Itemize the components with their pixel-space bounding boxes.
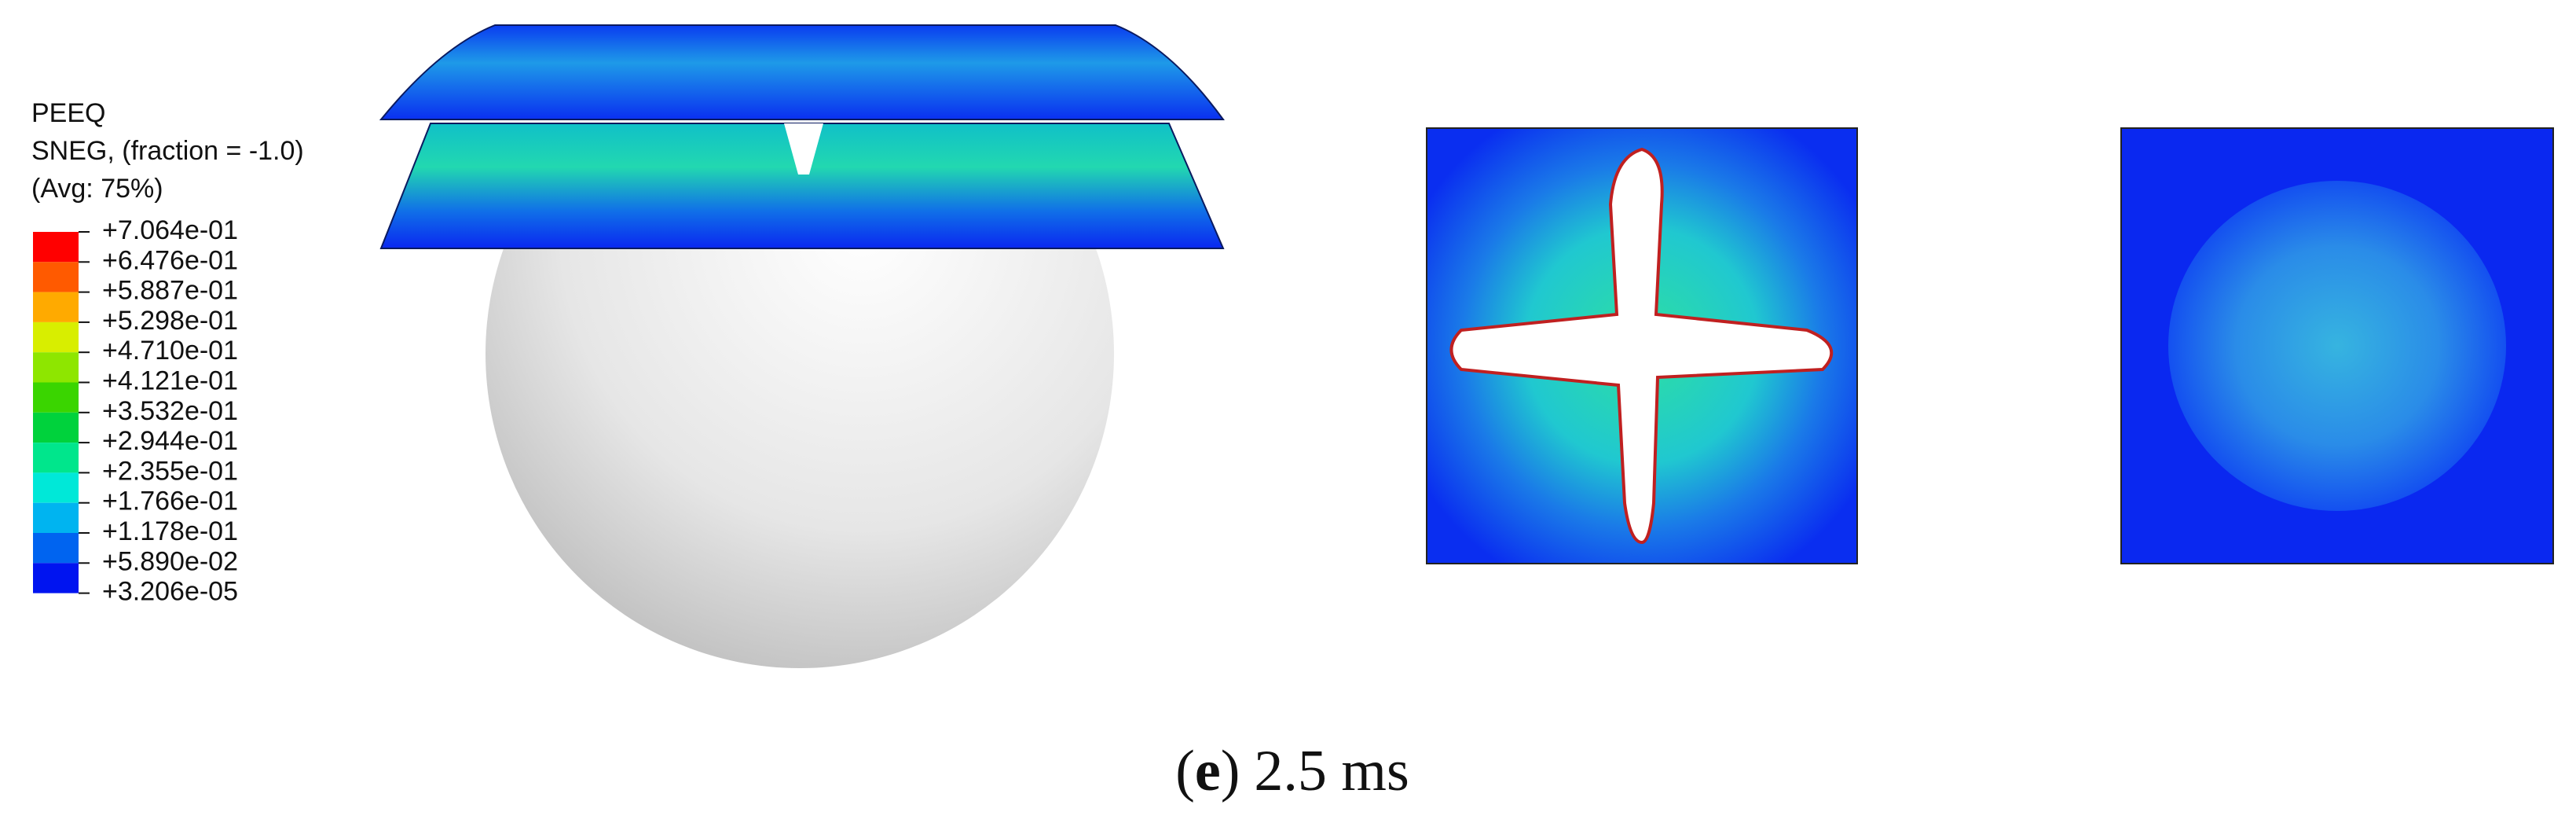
legend-label: +1.178e-01: [102, 516, 238, 546]
legend-title: (Avg: 75%): [31, 174, 163, 204]
legend-swatch: [33, 412, 79, 443]
caption-close: ): [1221, 739, 1240, 803]
legend-label: +3.206e-05: [102, 577, 238, 607]
legend-label: +2.944e-01: [102, 426, 238, 456]
legend: PEEQ SNEG, (fraction = -1.0) (Avg: 75%) +7.…: [31, 98, 304, 607]
legend-swatch: [33, 352, 79, 383]
legend-swatch: [33, 472, 79, 503]
legend-swatch: [33, 443, 79, 473]
legend-label: +2.355e-01: [102, 456, 238, 486]
legend-swatch: [33, 262, 79, 292]
plate-hole: [784, 123, 823, 175]
plate-upper-layer: [379, 24, 1225, 120]
legend-title: SNEG, (fraction = -1.0): [31, 136, 304, 166]
impact-side-view: [377, 0, 1241, 668]
legend-label: +5.298e-01: [102, 306, 238, 336]
legend-swatch: [33, 563, 79, 593]
legend-label: +5.890e-02: [102, 546, 238, 576]
legend-swatch: [33, 382, 79, 413]
plate-lower-layer: [379, 123, 1225, 249]
caption-letter: e: [1195, 739, 1221, 803]
legend-label: +4.710e-01: [102, 336, 238, 366]
legend-title: PEEQ: [31, 98, 105, 128]
legend-label: +7.064e-01: [102, 215, 238, 245]
legend-label: +6.476e-01: [102, 245, 238, 275]
legend-swatch: [33, 321, 79, 353]
legend-swatch: [33, 292, 79, 322]
cross-tear: [1449, 147, 1834, 545]
caption: (e) 2.5 ms: [1175, 739, 1409, 803]
legend-label: +5.887e-01: [102, 276, 238, 306]
plate-front-view: [1426, 127, 1858, 564]
legend-swatch: [33, 533, 79, 564]
legend-label: +3.532e-01: [102, 396, 238, 426]
caption-text: 2.5 ms: [1254, 739, 1409, 803]
legend-swatch: [33, 232, 79, 263]
plate-rear-view: [2120, 127, 2554, 564]
damage-zone: [2168, 181, 2506, 511]
legend-swatch: [33, 502, 79, 533]
legend-label: +4.121e-01: [102, 366, 238, 395]
legend-label: +1.766e-01: [102, 487, 238, 516]
caption-open: (: [1175, 739, 1195, 803]
